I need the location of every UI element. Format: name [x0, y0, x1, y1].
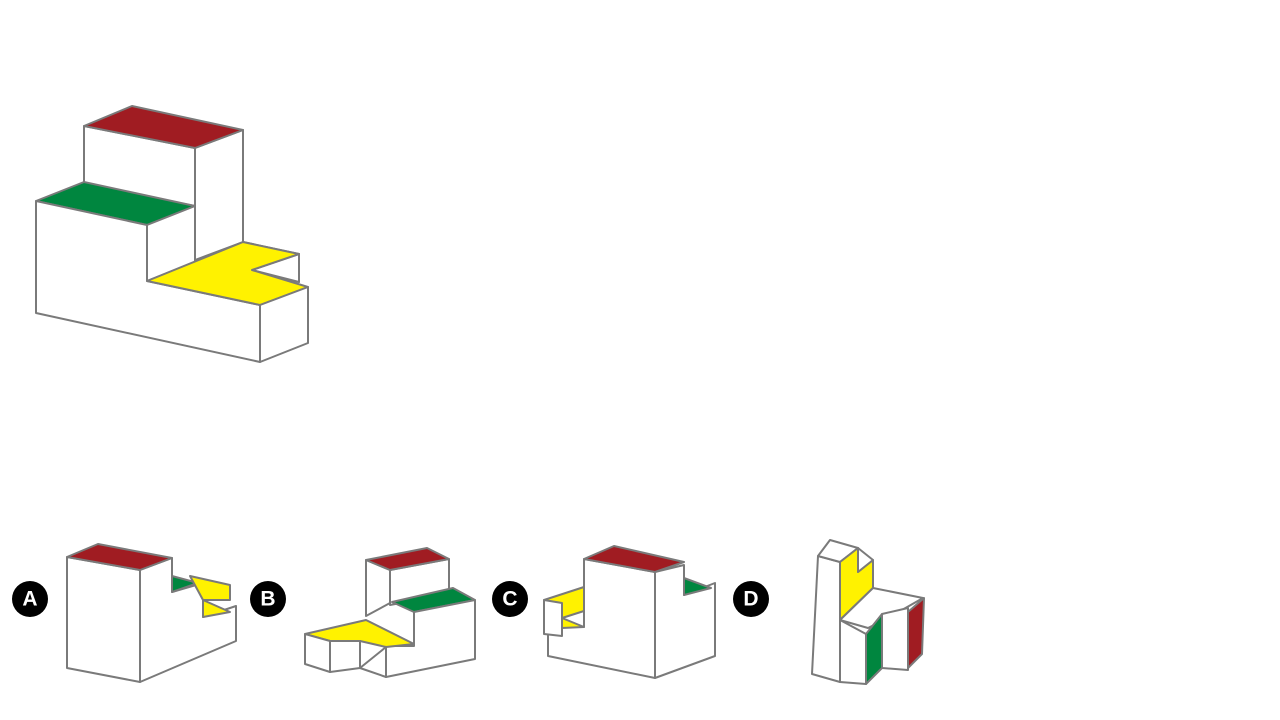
option-a-badge[interactable]: A — [12, 581, 48, 617]
reference-red-top-face — [83, 105, 244, 149]
option-c[interactable]: C — [492, 545, 716, 679]
option-a-yellow-step-upper-face — [189, 575, 231, 601]
option-b-red-top-face — [365, 547, 450, 571]
option-c-red-top-face — [583, 545, 685, 573]
reference-right-face — [259, 286, 309, 363]
option-c-left-notch-face — [543, 599, 563, 637]
option-c-badge[interactable]: C — [492, 581, 528, 617]
option-a-yellow-step-lower-face — [202, 599, 231, 618]
reference-upper-side-face — [194, 129, 244, 261]
option-d-shape — [811, 539, 925, 685]
option-d-label: D — [743, 588, 758, 611]
option-b-badge[interactable]: B — [250, 581, 286, 617]
option-b-front-face — [329, 640, 387, 678]
option-a-shape — [66, 543, 237, 683]
option-a[interactable]: A — [12, 543, 237, 683]
option-d-front-face — [839, 619, 867, 685]
option-a-label: A — [22, 588, 37, 611]
option-b[interactable]: B — [250, 547, 476, 678]
option-c-label: C — [502, 588, 517, 611]
option-c-side-face — [654, 564, 716, 679]
option-d-middle-face — [881, 607, 909, 671]
option-d-red-face — [907, 597, 925, 669]
option-d-upper-right-face — [857, 547, 874, 573]
option-c-green-step-face — [683, 577, 712, 596]
option-a-green-step-face — [171, 575, 199, 593]
option-d[interactable]: D — [733, 539, 925, 685]
option-b-label: B — [260, 588, 275, 611]
option-c-shape — [543, 545, 716, 679]
option-b-left-end-face — [304, 633, 331, 673]
reference-shape — [35, 105, 309, 363]
option-d-badge[interactable]: D — [733, 581, 769, 617]
option-a-red-top-face — [66, 543, 173, 571]
option-a-side-face — [139, 557, 237, 683]
option-a-front-face — [66, 556, 141, 683]
option-d-back-column-face — [811, 555, 841, 683]
option-b-shape — [304, 547, 476, 678]
